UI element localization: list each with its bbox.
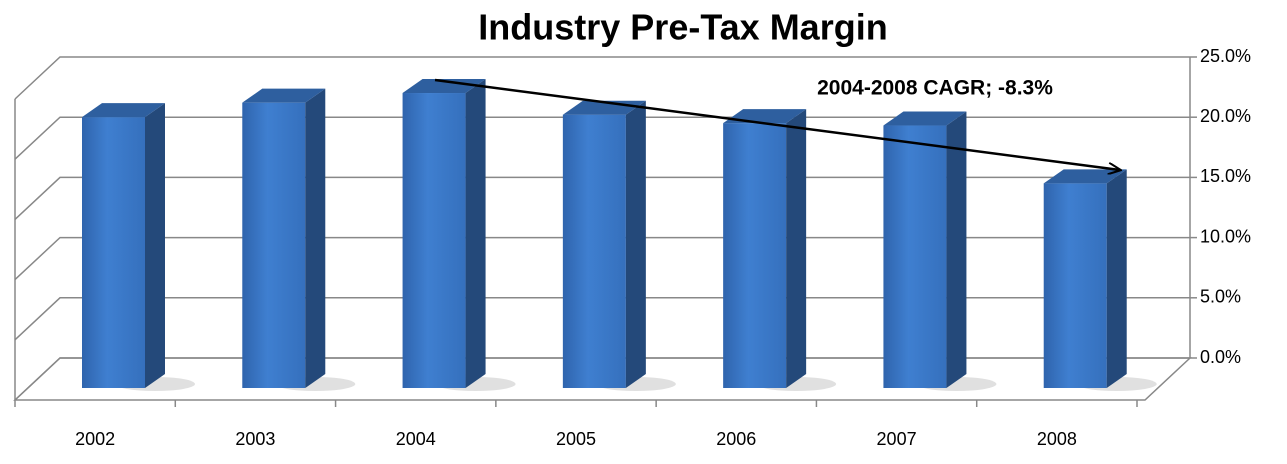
y-tick-label: 0.0% bbox=[1200, 347, 1241, 367]
bar-top bbox=[1043, 169, 1127, 184]
trend-arrow bbox=[434, 78, 1120, 170]
y-tick-label: 10.0% bbox=[1200, 226, 1251, 246]
bar-top bbox=[82, 103, 165, 118]
bar bbox=[723, 123, 787, 389]
bar-side bbox=[786, 109, 807, 389]
bars bbox=[82, 79, 1157, 391]
bar-side bbox=[145, 103, 165, 388]
bar bbox=[562, 114, 626, 388]
bar bbox=[82, 117, 145, 388]
x-tick-label: 2005 bbox=[556, 429, 596, 449]
x-tick-label: 2006 bbox=[716, 429, 756, 449]
x-tick-label: 2008 bbox=[1037, 429, 1077, 449]
y-tick-label: 15.0% bbox=[1200, 166, 1251, 186]
x-tick-label: 2004 bbox=[396, 429, 436, 449]
x-tick-label: 2002 bbox=[75, 429, 115, 449]
grid-line bbox=[14, 116, 1190, 160]
x-tick-label: 2007 bbox=[877, 429, 917, 449]
grid-line bbox=[14, 297, 1190, 341]
bar-side bbox=[1106, 169, 1127, 388]
bar-side bbox=[946, 111, 967, 388]
grid-line bbox=[14, 357, 1190, 401]
bar-top bbox=[402, 79, 486, 94]
bar bbox=[1043, 183, 1107, 388]
bar bbox=[883, 125, 947, 388]
bar-side bbox=[305, 88, 326, 388]
bar-top bbox=[883, 111, 967, 126]
bar bbox=[402, 93, 466, 389]
chart-title: Industry Pre-Tax Margin bbox=[478, 7, 887, 48]
grid-line bbox=[14, 176, 1190, 220]
grid-line bbox=[14, 56, 1190, 100]
x-tick-label: 2003 bbox=[235, 429, 275, 449]
y-tick-label: 5.0% bbox=[1200, 287, 1241, 307]
bar bbox=[242, 102, 306, 388]
annotation: 2004-2008 CAGR; -8.3% bbox=[817, 77, 1053, 100]
bar-side bbox=[465, 79, 486, 389]
grid-line bbox=[14, 236, 1190, 281]
y-tick-label: 25.0% bbox=[1200, 46, 1251, 66]
y-tick-label: 20.0% bbox=[1200, 106, 1251, 126]
bar-top bbox=[242, 88, 326, 103]
bar-side bbox=[625, 100, 646, 388]
